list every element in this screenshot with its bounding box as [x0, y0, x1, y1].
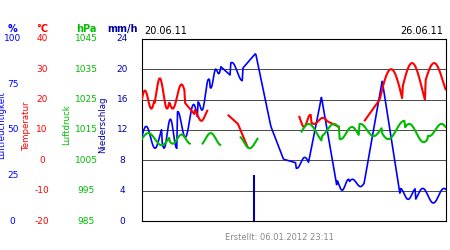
Text: 985: 985	[78, 217, 95, 226]
Text: 24: 24	[117, 34, 128, 43]
Text: 1015: 1015	[75, 126, 98, 134]
Text: mm/h: mm/h	[107, 24, 138, 34]
Text: 995: 995	[78, 186, 95, 195]
Text: 0: 0	[120, 217, 125, 226]
Text: Luftfeuchtigkeit: Luftfeuchtigkeit	[0, 91, 6, 159]
Text: 26.06.11: 26.06.11	[400, 26, 443, 36]
Text: °C: °C	[36, 24, 48, 34]
Text: 20: 20	[36, 95, 48, 104]
Text: 20.06.11: 20.06.11	[144, 26, 187, 36]
Text: 10: 10	[36, 126, 48, 134]
Text: 8: 8	[120, 156, 125, 165]
Text: Niederschlag: Niederschlag	[98, 97, 107, 153]
Text: 12: 12	[117, 126, 128, 134]
Text: 25: 25	[7, 171, 18, 180]
Text: 16: 16	[117, 95, 128, 104]
Text: -10: -10	[35, 186, 49, 195]
Text: 0: 0	[10, 217, 15, 226]
Text: Erstellt: 06.01.2012 23:11: Erstellt: 06.01.2012 23:11	[225, 234, 333, 242]
Text: 100: 100	[4, 34, 21, 43]
Text: -20: -20	[35, 217, 49, 226]
Text: 1005: 1005	[75, 156, 98, 165]
Text: 1035: 1035	[75, 65, 98, 74]
Text: 1025: 1025	[75, 95, 98, 104]
Text: 1045: 1045	[75, 34, 98, 43]
Text: 50: 50	[7, 126, 18, 134]
Text: hPa: hPa	[76, 24, 97, 34]
Text: 40: 40	[36, 34, 48, 43]
Text: 20: 20	[117, 65, 128, 74]
Text: %: %	[8, 24, 18, 34]
Text: Temperatur: Temperatur	[22, 100, 31, 150]
Text: 4: 4	[120, 186, 125, 195]
Text: 0: 0	[39, 156, 45, 165]
Text: Luftdruck: Luftdruck	[62, 104, 71, 146]
Text: 30: 30	[36, 65, 48, 74]
Text: 75: 75	[7, 80, 18, 89]
